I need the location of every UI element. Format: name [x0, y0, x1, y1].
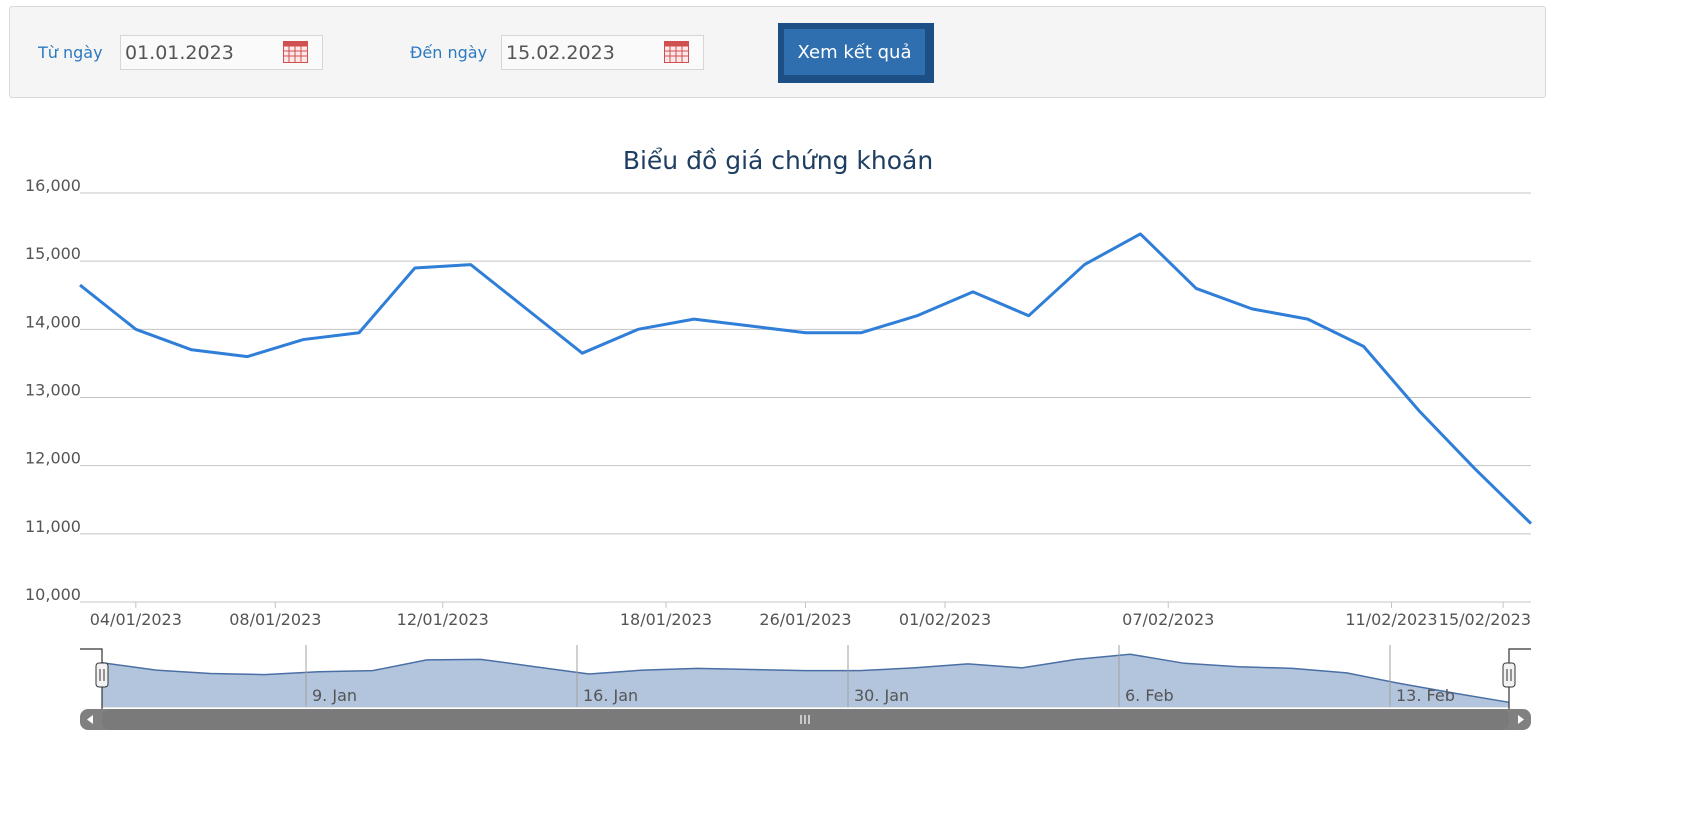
x-tick-label: 08/01/2023 [229, 610, 321, 629]
y-tick-label: 11,000 [25, 517, 81, 536]
navigator-label: 16. Jan [583, 686, 638, 705]
x-tick-label: 07/02/2023 [1122, 610, 1214, 629]
y-tick-label: 16,000 [25, 176, 81, 195]
range-navigator[interactable]: 9. Jan 16. Jan 30. Jan 6. Feb 13. Feb [80, 645, 1531, 730]
stock-price-chart: Biểu đồ giá chứng khoán 10,000 11,000 12,0… [25, 146, 1533, 730]
x-tick-label: 26/01/2023 [759, 610, 851, 629]
x-tick-label: 01/02/2023 [899, 610, 991, 629]
to-date-input[interactable] [506, 40, 656, 65]
view-results-button[interactable]: Xem kết quả [784, 29, 925, 75]
price-line [79, 232, 1533, 525]
scroll-right-arrow-icon[interactable] [1518, 715, 1524, 724]
navigator-area [102, 654, 1509, 707]
navigator-label: 13. Feb [1396, 686, 1455, 705]
y-tick-label: 10,000 [25, 585, 81, 604]
x-tick-label: 18/01/2023 [620, 610, 712, 629]
navigator-label: 9. Jan [312, 686, 357, 705]
calendar-icon[interactable] [664, 41, 689, 63]
scroll-left-arrow-icon[interactable] [87, 715, 93, 724]
from-date-field[interactable] [120, 35, 323, 70]
scrollbar-grip-icon [800, 715, 810, 724]
y-tick-label: 12,000 [25, 449, 81, 468]
submit-button-frame: Xem kết quả [778, 23, 934, 83]
x-tick-label: 11/02/2023 [1345, 610, 1437, 629]
from-date-input[interactable] [125, 40, 275, 65]
x-tick-label: 12/01/2023 [397, 610, 489, 629]
navigator-right-handle[interactable] [1502, 662, 1516, 688]
calendar-icon[interactable] [283, 41, 308, 63]
navigator-left-handle[interactable] [95, 662, 109, 688]
grid-lines [80, 192, 1531, 603]
x-tick-label: 04/01/2023 [90, 610, 182, 629]
x-axis: 04/01/2023 08/01/2023 12/01/2023 18/01/2023… [90, 602, 1531, 629]
to-date-field[interactable] [501, 35, 704, 70]
y-tick-label: 13,000 [25, 381, 81, 400]
price-series [79, 232, 1533, 525]
navigator-label: 30. Jan [854, 686, 909, 705]
y-tick-label: 15,000 [25, 244, 81, 263]
date-filter-bar: Từ ngày Đến ngày Xem kết quả [9, 6, 1546, 98]
from-date-label: Từ ngày [38, 43, 103, 62]
navigator-left-outline [80, 648, 103, 709]
chart-title: Biểu đồ giá chứng khoán [623, 146, 933, 175]
y-axis: 10,000 11,000 12,000 13,000 14,000 15,000 16,0… [25, 176, 81, 604]
navigator-line [101, 653, 1510, 704]
x-tick-label: 15/02/2023 [1439, 610, 1531, 629]
y-tick-label: 14,000 [25, 312, 81, 331]
navigator-right-outline [1508, 648, 1531, 709]
to-date-label: Đến ngày [410, 43, 488, 62]
navigator-label: 6. Feb [1125, 686, 1174, 705]
